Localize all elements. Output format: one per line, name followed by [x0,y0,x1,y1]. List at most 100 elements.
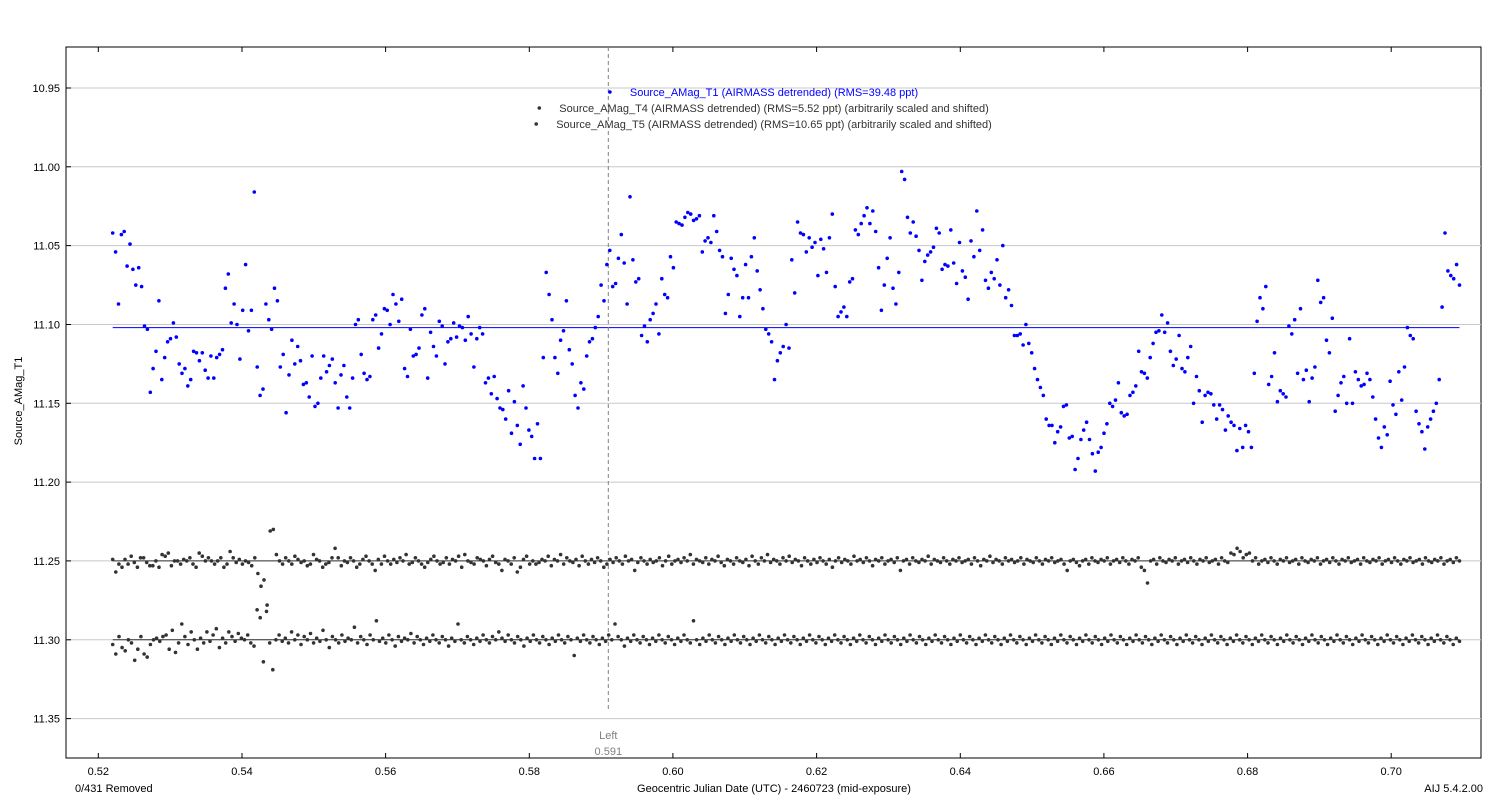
data-point [1263,638,1267,642]
data-point [1099,642,1104,647]
data-point [826,636,831,640]
data-point [188,556,192,560]
data-point [1431,409,1436,414]
data-point [318,639,322,644]
data-point [490,554,495,558]
data-point [1190,641,1195,645]
data-point [463,552,467,557]
data-point [197,358,202,363]
data-point [490,634,495,639]
data-point [181,557,186,562]
data-point [989,641,994,645]
data-point [1194,374,1199,379]
data-point [832,633,837,637]
data-point [798,231,803,235]
data-point [462,641,467,645]
data-point [958,633,963,637]
data-point [1388,638,1393,642]
data-point [804,250,809,254]
data-point [957,240,962,245]
data-point [821,559,825,563]
data-point [289,630,294,634]
data-point [1258,295,1262,300]
data-point [205,630,209,634]
data-point [1417,422,1421,426]
data-point [1414,409,1418,414]
data-point [597,642,602,647]
y-axis-ticks: 10.95 11.00 11.05 11.10 11.15 11.20 11.25 11.30… [32,83,71,726]
data-point [359,352,364,357]
data-point [1159,633,1163,637]
data-point [1178,636,1182,640]
data-point [700,250,705,254]
data-point [269,327,274,332]
data-point [387,633,391,637]
data-point [663,559,668,563]
data-point [1340,557,1344,562]
data-point [194,565,198,569]
data-point [908,633,912,637]
data-point [1303,559,1307,563]
data-point [1309,557,1313,562]
data-point [1337,562,1341,566]
data-point [1327,560,1332,565]
data-point [751,636,755,640]
data-point [1362,382,1366,387]
data-point [1053,440,1057,445]
data-point [1160,313,1164,317]
data-point [1408,556,1412,560]
data-point [1172,638,1176,642]
data-point [1372,638,1377,642]
data-point [364,554,368,558]
data-point [920,638,925,642]
data-point [529,434,534,439]
data-point [1293,557,1298,562]
data-point [515,634,520,639]
data-point [1096,450,1100,455]
data-point [784,322,788,327]
data-point [1213,557,1218,562]
data-point [397,319,401,324]
data-point [553,355,557,360]
data-point [347,406,352,410]
data-point [1442,641,1446,645]
data-point [1179,559,1184,563]
data-point [961,638,966,642]
data-point [231,556,235,560]
data-point [160,552,164,557]
data-point [429,557,433,562]
data-point [737,559,742,563]
data-point [886,638,890,642]
data-point [1064,403,1069,407]
data-point [148,390,153,395]
data-point [158,639,162,644]
data-point [1439,556,1443,560]
data-point [415,634,420,639]
data-point [1077,563,1082,568]
data-point [1195,562,1199,566]
data-point [1142,371,1147,376]
data-point [1215,641,1220,645]
data-point [1451,560,1456,565]
data-point [972,556,977,560]
data-point [1031,560,1035,565]
data-point [131,267,135,272]
data-point [871,209,875,213]
data-point [669,638,674,642]
data-point [1145,376,1150,380]
data-point [1358,562,1363,566]
left-marker[interactable]: Left 0.591 [595,47,623,758]
data-point [522,644,526,648]
data-point [418,638,423,642]
data-point [1130,557,1134,562]
data-point [1173,556,1178,560]
data-point [1025,557,1029,562]
data-point [188,377,193,382]
data-point [296,557,300,562]
data-point [654,302,658,306]
data-point [346,636,350,640]
data-point [1383,559,1388,563]
data-point [891,286,895,291]
data-point [421,642,426,647]
data-point [1259,633,1264,637]
